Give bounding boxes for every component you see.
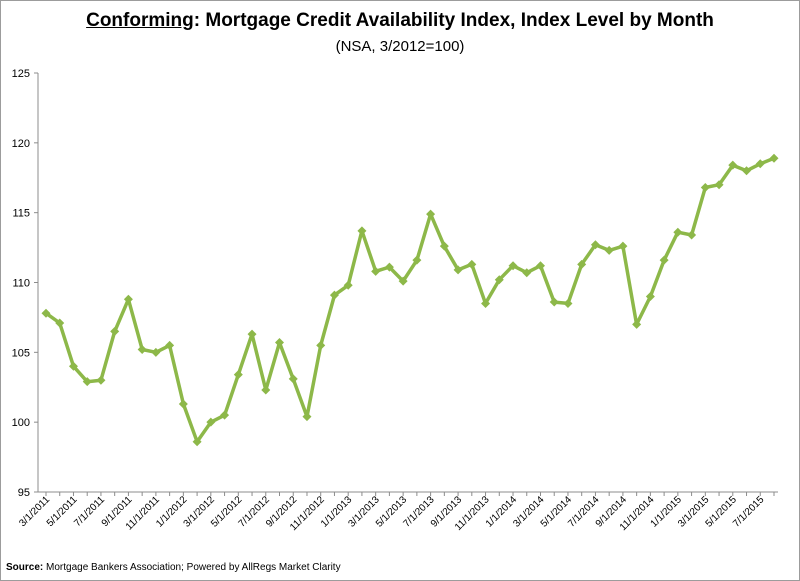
data-point <box>577 259 587 269</box>
data-point <box>68 361 78 371</box>
y-tick-label: 115 <box>12 208 30 220</box>
data-point <box>178 399 188 409</box>
data-point <box>769 153 779 163</box>
data-point <box>343 280 353 290</box>
data-point <box>398 276 408 286</box>
data-point <box>632 319 642 329</box>
y-tick-label: 100 <box>12 417 30 429</box>
data-point <box>673 227 683 237</box>
data-point <box>522 268 532 278</box>
data-point <box>247 329 257 339</box>
data-point <box>192 437 202 447</box>
data-point <box>549 297 559 307</box>
data-point <box>206 417 216 427</box>
series-layer <box>41 153 779 447</box>
data-point <box>316 340 326 350</box>
data-point <box>687 230 697 240</box>
data-point <box>590 240 600 250</box>
data-point <box>755 159 765 169</box>
data-point <box>371 266 381 276</box>
data-point <box>220 410 230 420</box>
data-point <box>82 377 92 387</box>
data-point <box>41 308 51 318</box>
y-tick-label: 110 <box>12 278 30 290</box>
series-line <box>44 156 775 444</box>
data-point <box>659 255 669 265</box>
data-point <box>728 160 738 170</box>
data-point <box>618 241 628 251</box>
data-point <box>439 241 449 251</box>
y-tick-label: 120 <box>12 138 30 150</box>
data-point <box>137 345 147 355</box>
data-point <box>426 209 436 219</box>
data-point <box>96 375 106 385</box>
data-point <box>110 326 120 336</box>
data-point <box>151 347 161 357</box>
data-point <box>275 338 285 348</box>
x-tick-label: 7/1/2015 <box>731 494 767 530</box>
data-point <box>604 245 614 255</box>
data-point <box>123 294 133 304</box>
data-point <box>412 255 422 265</box>
data-point <box>700 183 710 193</box>
line-chart: 95 100 105 110 115 120 125 3/1/20115/1/20117/1… <box>12 68 779 533</box>
data-point <box>481 298 491 308</box>
data-point <box>742 166 752 176</box>
data-point <box>645 291 655 301</box>
source-text: Mortgage Bankers Association; Powered by… <box>43 562 341 573</box>
data-point <box>563 298 573 308</box>
data-point <box>165 340 175 350</box>
data-point <box>535 261 545 271</box>
data-point <box>55 318 65 328</box>
source-note: Source: Mortgage Bankers Association; Po… <box>6 562 341 573</box>
data-point <box>302 412 312 422</box>
chart-title-emphasis: Conforming <box>86 10 194 31</box>
data-point <box>261 385 271 395</box>
chart-subtitle: (NSA, 3/2012=100) <box>335 38 465 55</box>
data-point <box>357 226 367 236</box>
data-point <box>233 370 243 380</box>
data-point <box>714 180 724 190</box>
data-point <box>384 262 394 272</box>
data-point <box>288 374 298 384</box>
data-point <box>508 261 518 271</box>
y-tick-label: 105 <box>12 347 30 359</box>
data-point <box>467 259 477 269</box>
source-label: Source: <box>6 562 44 573</box>
data-point <box>453 265 463 275</box>
x-axis: 3/1/20115/1/20117/1/20119/1/201111/1/201… <box>17 491 778 533</box>
chart-title: Conforming: Mortgage Credit Availability… <box>0 10 800 32</box>
chart-title-rest: : Mortgage Credit Availability Index, In… <box>193 10 714 31</box>
y-tick-label: 125 <box>12 68 30 80</box>
data-point <box>329 290 339 300</box>
y-axis: 95 100 105 110 115 120 125 <box>12 68 39 499</box>
data-point <box>494 275 504 285</box>
y-tick-label: 95 <box>18 487 30 499</box>
